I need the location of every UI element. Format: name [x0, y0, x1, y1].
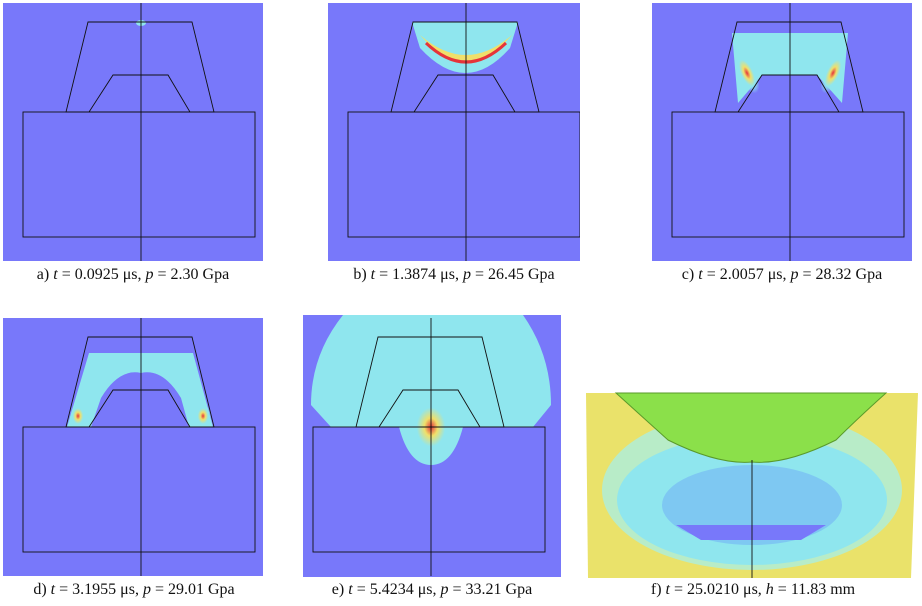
- value: = 2.30 Gpa: [158, 266, 230, 283]
- caption: a) t = 0.0925 μs, p = 2.30 Gpa: [3, 266, 263, 284]
- panel-image: [652, 3, 912, 261]
- var: t: [348, 581, 352, 598]
- value: = 1.3874 μs,: [379, 266, 459, 283]
- value: = 33.21 Gpa: [453, 581, 533, 598]
- var: p: [146, 266, 154, 283]
- value: = 0.0925 μs,: [62, 266, 142, 283]
- value: = 28.32 Gpa: [803, 266, 883, 283]
- var: t: [53, 266, 57, 283]
- panel-image: [3, 318, 263, 576]
- value: = 29.01 Gpa: [155, 581, 235, 598]
- caption: d) t = 3.1955 μs, p = 29.01 Gpa: [0, 581, 268, 599]
- var: p: [143, 581, 151, 598]
- label: c): [682, 266, 694, 283]
- caption: b) t = 1.3874 μs, p = 26.45 Gpa: [320, 266, 588, 284]
- value: = 26.45 Gpa: [475, 266, 555, 283]
- panel-image: [3, 3, 263, 261]
- panel-image: [303, 315, 561, 577]
- label: b): [353, 266, 366, 283]
- panel-image: [586, 390, 918, 578]
- var: p: [791, 266, 799, 283]
- var: p: [463, 266, 471, 283]
- var: t: [371, 266, 375, 283]
- var: t: [666, 581, 670, 598]
- var: p: [441, 581, 449, 598]
- var: h: [766, 581, 774, 598]
- caption: e) t = 5.4234 μs, p = 33.21 Gpa: [296, 581, 568, 599]
- panel-image: [328, 3, 580, 261]
- value: = 3.1955 μs,: [59, 581, 139, 598]
- value: = 11.83 mm: [778, 581, 855, 598]
- value: = 2.0057 μs,: [707, 266, 787, 283]
- value: = 5.4234 μs,: [357, 581, 437, 598]
- caption: c) t = 2.0057 μs, p = 28.32 Gpa: [646, 266, 918, 284]
- figure: a) t = 0.0925 μs, p = 2.30 Gpa b) t = 1.…: [0, 0, 922, 606]
- label: a): [37, 266, 49, 283]
- label: e): [332, 581, 344, 598]
- var: t: [698, 266, 702, 283]
- label: d): [33, 581, 46, 598]
- caption: f) t = 25.0210 μs, h = 11.83 mm: [600, 581, 906, 599]
- value: = 25.0210 μs,: [674, 581, 762, 598]
- label: f): [651, 581, 662, 598]
- var: t: [51, 581, 55, 598]
